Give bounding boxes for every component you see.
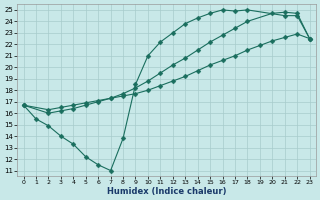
X-axis label: Humidex (Indice chaleur): Humidex (Indice chaleur) xyxy=(107,187,226,196)
